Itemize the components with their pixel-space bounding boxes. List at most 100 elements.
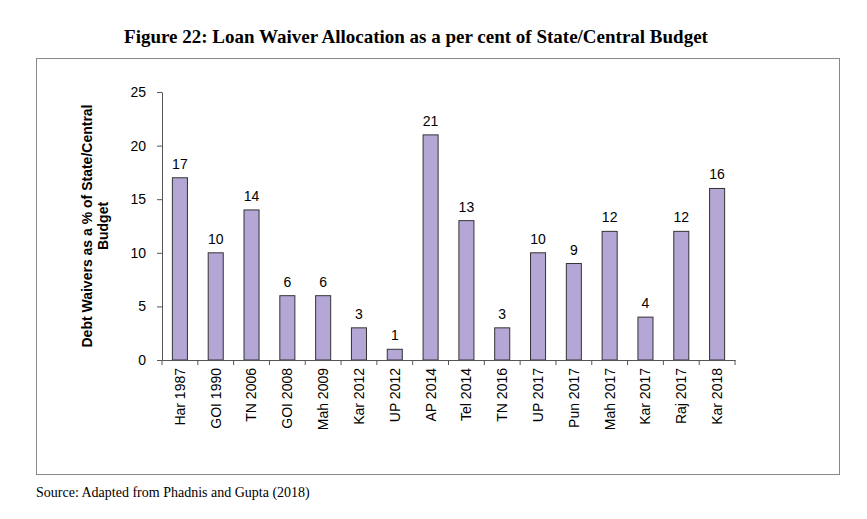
x-tick: Tel 2014 <box>458 360 474 421</box>
data-label: 1 <box>391 327 399 343</box>
x-tick: Kar 2018 <box>709 360 725 425</box>
x-separator <box>627 360 628 365</box>
x-tick: UP 2017 <box>530 360 546 422</box>
bar <box>351 328 366 360</box>
y-tick: 5 <box>138 298 162 314</box>
x-separator <box>448 360 449 365</box>
x-tick-label: UP 2012 <box>387 368 403 422</box>
x-separator <box>305 360 306 365</box>
x-tick: AP 2014 <box>422 360 438 421</box>
x-separator <box>591 360 592 365</box>
chart-frame <box>37 59 840 475</box>
data-label: 10 <box>208 231 224 247</box>
x-separator <box>162 360 163 365</box>
x-tick: TN 2016 <box>494 360 510 422</box>
x-tick-label: Mah 2017 <box>602 368 618 430</box>
x-tick-label: Kar 2018 <box>709 368 725 425</box>
x-tick-label: Pun 2017 <box>566 368 582 428</box>
y-tick-label: 10 <box>130 245 146 261</box>
x-separator <box>735 360 736 365</box>
bars <box>172 135 724 360</box>
data-label: 12 <box>673 209 689 225</box>
x-tick-label: Kar 2012 <box>351 368 367 425</box>
x-separator <box>197 360 198 365</box>
x-separator <box>663 360 664 365</box>
y-tick-mark <box>157 360 162 361</box>
y-axis-line <box>162 93 163 361</box>
y-tick: 0 <box>138 352 162 368</box>
data-label: 13 <box>459 199 475 215</box>
y-axis-title-line: Budget <box>95 202 111 251</box>
data-label: 9 <box>570 242 578 258</box>
x-tick: Mah 2009 <box>315 360 331 430</box>
x-tick-label: Mah 2009 <box>315 368 331 430</box>
x-tick-label: AP 2014 <box>422 368 438 422</box>
data-label: 21 <box>423 113 439 129</box>
y-tick: 15 <box>130 191 162 207</box>
x-tick: Pun 2017 <box>566 360 582 428</box>
bar <box>244 210 259 360</box>
y-axis-title-line: Debt Waivers as a % of State/Central <box>79 104 95 347</box>
data-label: 17 <box>172 156 188 172</box>
data-label: 14 <box>244 188 260 204</box>
bar <box>172 178 187 360</box>
bar <box>208 253 223 360</box>
y-tick-mark <box>157 92 162 93</box>
bar <box>710 188 725 360</box>
y-axis: 0 5 10 15 20 25 <box>130 84 162 368</box>
x-tick-label: TN 2006 <box>243 368 259 422</box>
bar <box>387 349 402 360</box>
y-tick-mark <box>157 253 162 254</box>
bar <box>423 135 438 360</box>
bar <box>280 296 295 360</box>
x-separator <box>484 360 485 365</box>
x-separator <box>520 360 521 365</box>
y-tick: 20 <box>130 138 162 154</box>
x-tick-label: UP 2017 <box>530 368 546 422</box>
x-tick: Kar 2017 <box>637 360 653 425</box>
x-tick: Har 1987 <box>172 360 188 426</box>
data-labels: 1710146631211331091241216 <box>172 113 725 343</box>
y-tick: 10 <box>130 245 162 261</box>
y-tick-label: 5 <box>138 298 146 314</box>
bar <box>459 221 474 360</box>
x-tick: GOI 1990 <box>208 360 224 429</box>
source: Source: Adapted from Phadnis and Gupta (… <box>36 485 310 501</box>
bar <box>638 317 653 360</box>
x-tick: Mah 2017 <box>602 360 618 430</box>
data-label: 6 <box>319 274 327 290</box>
x-separator <box>699 360 700 365</box>
x-tick-label: GOI 1990 <box>208 368 224 429</box>
data-label: 4 <box>642 295 650 311</box>
data-label: 10 <box>530 231 546 247</box>
x-separator <box>341 360 342 365</box>
data-label: 6 <box>283 274 291 290</box>
x-separator <box>269 360 270 365</box>
bar <box>566 264 581 360</box>
y-tick-mark <box>157 146 162 147</box>
bar <box>602 231 617 360</box>
bar <box>316 296 331 360</box>
y-tick-mark <box>157 306 162 307</box>
data-label: 12 <box>602 209 618 225</box>
x-axis: Har 1987 GOI 1990 TN 2006 GOI 2008 Mah 2009 K… <box>163 360 736 430</box>
x-tick: GOI 2008 <box>279 360 295 429</box>
x-tick: Raj 2017 <box>673 360 689 424</box>
x-separator <box>412 360 413 365</box>
x-separator <box>233 360 234 365</box>
y-tick-label: 25 <box>130 84 146 100</box>
x-separator <box>555 360 556 365</box>
data-label: 3 <box>498 306 506 322</box>
x-tick-label: Tel 2014 <box>458 368 474 421</box>
x-tick: TN 2006 <box>243 360 259 422</box>
x-tick: UP 2012 <box>387 360 403 422</box>
x-tick-label: TN 2016 <box>494 368 510 422</box>
bar <box>531 253 546 360</box>
y-tick: 25 <box>130 84 162 100</box>
x-separators <box>162 360 735 365</box>
data-label: 3 <box>355 306 363 322</box>
x-separator <box>376 360 377 365</box>
x-tick-label: GOI 2008 <box>279 368 295 429</box>
bar <box>495 328 510 360</box>
bar <box>674 231 689 360</box>
